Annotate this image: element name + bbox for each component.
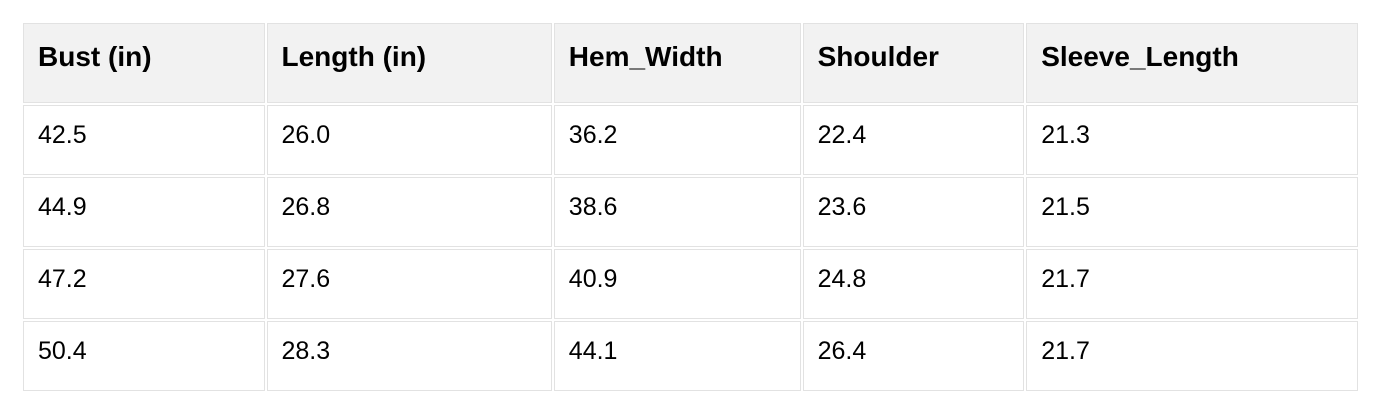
column-header-bust: Bust (in)	[23, 23, 265, 103]
table-cell: 47.2	[23, 249, 265, 319]
table-cell: 44.1	[553, 321, 801, 391]
column-header-sleeve-length: Sleeve_Length	[1026, 23, 1358, 103]
table-cell: 27.6	[266, 249, 552, 319]
size-measurements-table: Bust (in) Length (in) Hem_Width Shoulder…	[21, 21, 1360, 393]
table-row: 47.2 27.6 40.9 24.8 21.7	[23, 249, 1358, 319]
table-cell: 24.8	[802, 249, 1025, 319]
table-cell: 21.7	[1026, 321, 1358, 391]
table-cell: 22.4	[802, 105, 1025, 175]
table-cell: 23.6	[802, 177, 1025, 247]
table-cell: 38.6	[553, 177, 801, 247]
column-header-length: Length (in)	[266, 23, 552, 103]
column-header-shoulder: Shoulder	[802, 23, 1025, 103]
table-row: 50.4 28.3 44.1 26.4 21.7	[23, 321, 1358, 391]
table-cell: 42.5	[23, 105, 265, 175]
table-cell: 26.4	[802, 321, 1025, 391]
table-row: 42.5 26.0 36.2 22.4 21.3	[23, 105, 1358, 175]
table-cell: 26.8	[266, 177, 552, 247]
table-cell: 44.9	[23, 177, 265, 247]
table-cell: 50.4	[23, 321, 265, 391]
table-cell: 28.3	[266, 321, 552, 391]
column-header-hem-width: Hem_Width	[553, 23, 801, 103]
header-row: Bust (in) Length (in) Hem_Width Shoulder…	[23, 23, 1358, 103]
table-cell: 26.0	[266, 105, 552, 175]
table-cell: 21.3	[1026, 105, 1358, 175]
table-cell: 36.2	[553, 105, 801, 175]
table-cell: 40.9	[553, 249, 801, 319]
table-cell: 21.7	[1026, 249, 1358, 319]
table-row: 44.9 26.8 38.6 23.6 21.5	[23, 177, 1358, 247]
table-cell: 21.5	[1026, 177, 1358, 247]
